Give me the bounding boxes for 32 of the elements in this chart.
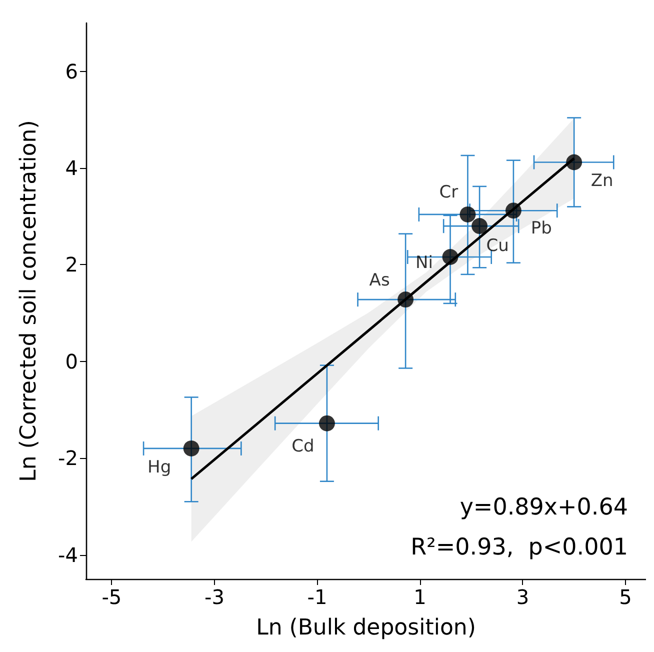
y-tick-label: 2 xyxy=(65,252,78,277)
x-tick-label: 5 xyxy=(619,585,632,609)
annotation: Pb xyxy=(530,218,552,239)
y-tick-label: -2 xyxy=(58,446,78,470)
x-tick-label: 1 xyxy=(414,585,426,609)
annotation: R²=0.93, p<0.001 xyxy=(410,534,628,560)
annotation: As xyxy=(369,270,390,291)
annotation: Cd xyxy=(292,436,314,456)
annotation: Zn xyxy=(590,171,614,192)
y-tick-label: 4 xyxy=(65,156,78,180)
point xyxy=(318,415,335,432)
annotation: Hg xyxy=(148,457,172,478)
annotation: Cu xyxy=(486,236,509,256)
x-tick-label: -1 xyxy=(307,585,328,609)
point xyxy=(472,218,488,234)
x-tick-label: 3 xyxy=(516,585,530,609)
point xyxy=(505,202,522,219)
point xyxy=(398,292,414,308)
point xyxy=(442,249,458,265)
point xyxy=(183,440,200,456)
y-tick-label: 0 xyxy=(65,349,78,374)
x-tick-label: -5 xyxy=(102,585,122,609)
annotation: Ni xyxy=(416,253,433,274)
y-tick-label: 6 xyxy=(65,59,78,84)
x-tick-label: -3 xyxy=(204,585,224,609)
annotation: Cr xyxy=(439,182,458,202)
point xyxy=(460,206,476,222)
y-tick-label: -4 xyxy=(58,542,78,567)
annotation: y=0.89x+0.64 xyxy=(460,494,628,520)
point xyxy=(566,154,582,170)
x-axis-title: Ln (Bulk deposition) xyxy=(256,616,476,640)
y-axis-title: Ln (Corrected soil concentration) xyxy=(16,120,42,482)
